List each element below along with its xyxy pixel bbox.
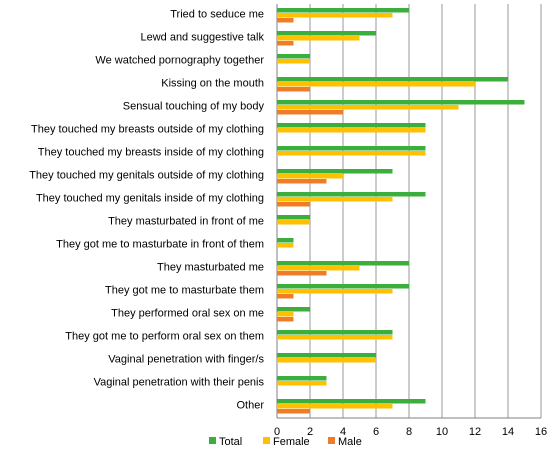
category-label-7: They touched my genitals outside of my c…	[29, 169, 264, 181]
bar-total-0	[277, 8, 409, 13]
category-labels: Tried to seduce me Lewd and suggestive ta…	[29, 8, 264, 411]
x-tick-label-8: 8	[406, 426, 412, 438]
category-label-2: We watched pornography together	[95, 54, 264, 66]
x-tick-label-0: 0	[274, 426, 280, 438]
bars	[277, 8, 525, 414]
legend-label-female: Female	[273, 436, 310, 448]
legend-item-total: Total	[209, 436, 242, 448]
bar-total-5	[277, 123, 426, 128]
category-label-5: They touched my breasts outside of my cl…	[31, 123, 264, 135]
bar-female-7	[277, 174, 343, 179]
legend-swatch-male	[328, 437, 335, 444]
bar-female-0	[277, 13, 393, 18]
bar-male-0	[277, 18, 294, 23]
bar-female-3	[277, 82, 475, 87]
x-tick-label-4: 4	[340, 426, 346, 438]
bar-total-15	[277, 353, 376, 358]
category-label-0: Tried to seduce me	[170, 8, 264, 20]
bar-female-16	[277, 381, 327, 386]
category-label-6: They touched my breasts inside of my clo…	[38, 146, 264, 158]
bar-total-3	[277, 77, 508, 82]
legend: Total Female Male	[209, 436, 362, 448]
category-label-12: They got me to masturbate them	[105, 284, 264, 296]
bar-male-11	[277, 271, 327, 276]
bar-male-1	[277, 41, 294, 46]
category-label-3: Kissing on the mouth	[161, 77, 264, 89]
bar-total-16	[277, 376, 327, 381]
bar-total-11	[277, 261, 409, 266]
legend-swatch-female	[263, 437, 270, 444]
category-label-4: Sensual touching of my body	[123, 100, 265, 112]
category-label-8: They touched my genitals inside of my cl…	[36, 192, 264, 204]
category-label-16: Vaginal penetration with their penis	[94, 376, 265, 388]
bar-male-8	[277, 202, 310, 207]
bar-male-13	[277, 317, 294, 322]
bar-male-3	[277, 87, 310, 92]
bar-female-17	[277, 404, 393, 409]
bar-female-15	[277, 358, 376, 363]
bar-total-17	[277, 399, 426, 404]
bar-male-12	[277, 294, 294, 299]
x-tick-label-2: 2	[307, 426, 313, 438]
bar-female-5	[277, 128, 426, 133]
x-tick-label-10: 10	[436, 426, 448, 438]
x-tick-labels: 0 2 4 6 8 10 12 14 16	[274, 426, 547, 438]
category-label-11: They masturbated me	[157, 261, 264, 273]
bar-total-9	[277, 215, 310, 220]
bar-female-4	[277, 105, 459, 110]
bar-male-7	[277, 179, 327, 184]
category-label-17: Other	[236, 399, 264, 411]
bar-female-9	[277, 220, 310, 225]
x-tick-label-6: 6	[373, 426, 379, 438]
bar-male-4	[277, 110, 343, 115]
legend-item-male: Male	[328, 436, 362, 448]
bar-total-12	[277, 284, 409, 289]
gridlines	[276, 4, 542, 419]
bar-total-2	[277, 54, 310, 59]
bar-total-10	[277, 238, 294, 243]
legend-item-female: Female	[263, 436, 310, 448]
bar-total-1	[277, 31, 376, 36]
legend-swatch-total	[209, 437, 216, 444]
bar-female-13	[277, 312, 294, 317]
category-label-14: They got me to perform oral sex on them	[65, 330, 264, 342]
x-tick-label-14: 14	[502, 426, 514, 438]
bar-female-6	[277, 151, 426, 156]
x-tick-label-16: 16	[535, 426, 547, 438]
category-label-10: They got me to masturbate in front of th…	[56, 238, 264, 250]
x-tick-label-12: 12	[469, 426, 481, 438]
category-label-9: They masturbated in front of me	[108, 215, 264, 227]
bar-male-17	[277, 409, 310, 414]
bar-total-4	[277, 100, 525, 105]
bar-total-8	[277, 192, 426, 197]
bar-female-10	[277, 243, 294, 248]
bar-total-14	[277, 330, 393, 335]
bar-female-14	[277, 335, 393, 340]
category-label-1: Lewd and suggestive talk	[140, 31, 264, 43]
legend-label-total: Total	[219, 436, 242, 448]
bar-total-6	[277, 146, 426, 151]
category-label-13: They performed oral sex on me	[111, 307, 264, 319]
bar-total-7	[277, 169, 393, 174]
category-label-15: Vaginal penetration with finger/s	[108, 353, 264, 365]
bar-total-13	[277, 307, 310, 312]
bar-female-1	[277, 36, 360, 41]
bar-female-2	[277, 59, 310, 64]
legend-label-male: Male	[338, 436, 362, 448]
bar-female-12	[277, 289, 393, 294]
bar-female-8	[277, 197, 393, 202]
bar-female-11	[277, 266, 360, 271]
